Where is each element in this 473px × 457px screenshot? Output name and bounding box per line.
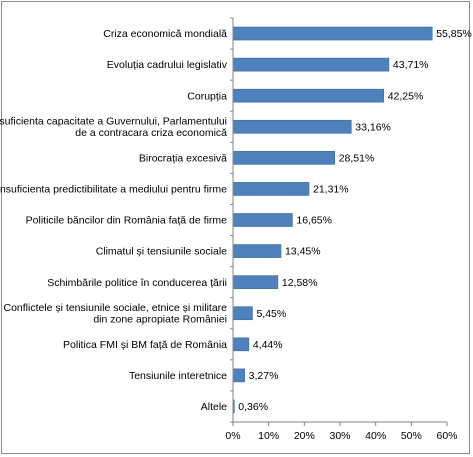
category-label: de a contracara criza economică: [75, 127, 227, 139]
x-tick-label: 20%: [294, 430, 315, 442]
category-label: Politicile băncilor din România față de …: [26, 215, 228, 227]
x-tick-label: 10%: [258, 430, 279, 442]
x-tick-label: 50%: [401, 430, 422, 442]
category-label: Birocrația excesivă: [139, 152, 227, 164]
data-label: 0,36%: [238, 401, 268, 413]
bar: [232, 151, 335, 165]
category-label: Altele: [201, 401, 227, 413]
data-label: 12,58%: [282, 277, 318, 289]
category-label: Corupția: [187, 90, 227, 102]
category-label: Schimbările politice în conducerea țării: [47, 277, 227, 289]
category-label: Politica FMI și BM față de România: [63, 339, 227, 351]
x-tick-label: 60%: [436, 430, 457, 442]
category-label: Insuficienta predictibilitate a mediului…: [0, 184, 227, 196]
bar: [232, 88, 384, 103]
bar: [232, 213, 293, 227]
x-tick-label: 30%: [329, 430, 350, 442]
data-label: 28,51%: [339, 152, 375, 164]
data-label: 55,85%: [436, 28, 472, 40]
bar: [232, 244, 282, 258]
x-tick-label: 0%: [225, 430, 240, 442]
data-label: 4,44%: [253, 339, 283, 351]
category-label: Conflictele și tensiunile sociale, etnic…: [3, 302, 227, 314]
data-label: 13,45%: [285, 246, 321, 258]
category-label: Climatul și tensiunile sociale: [96, 246, 227, 258]
bar: [232, 306, 253, 321]
data-label: 16,65%: [296, 215, 332, 227]
data-label: 3,27%: [249, 370, 279, 382]
category-label: Tensiunile interetnice: [129, 370, 227, 382]
bar: [232, 26, 433, 41]
bar: [232, 57, 390, 72]
bar: [232, 337, 250, 352]
bar: [232, 119, 352, 134]
data-label: 21,31%: [313, 184, 349, 196]
bar: [232, 182, 310, 196]
bar: [232, 368, 245, 383]
category-label: Criza economică mondială: [103, 28, 227, 40]
data-label: 43,71%: [393, 59, 429, 71]
data-label: 33,16%: [355, 121, 391, 133]
category-label: din zone apropiate României: [93, 314, 227, 326]
data-label: 42,25%: [388, 90, 424, 102]
x-tick-label: 40%: [365, 430, 386, 442]
category-label: Evoluția cadrului legislativ: [107, 59, 228, 71]
category-label: Insuficienta capacitate a Guvernului, Pa…: [0, 116, 227, 128]
data-label: 5,45%: [256, 308, 286, 320]
bar: [232, 275, 279, 289]
